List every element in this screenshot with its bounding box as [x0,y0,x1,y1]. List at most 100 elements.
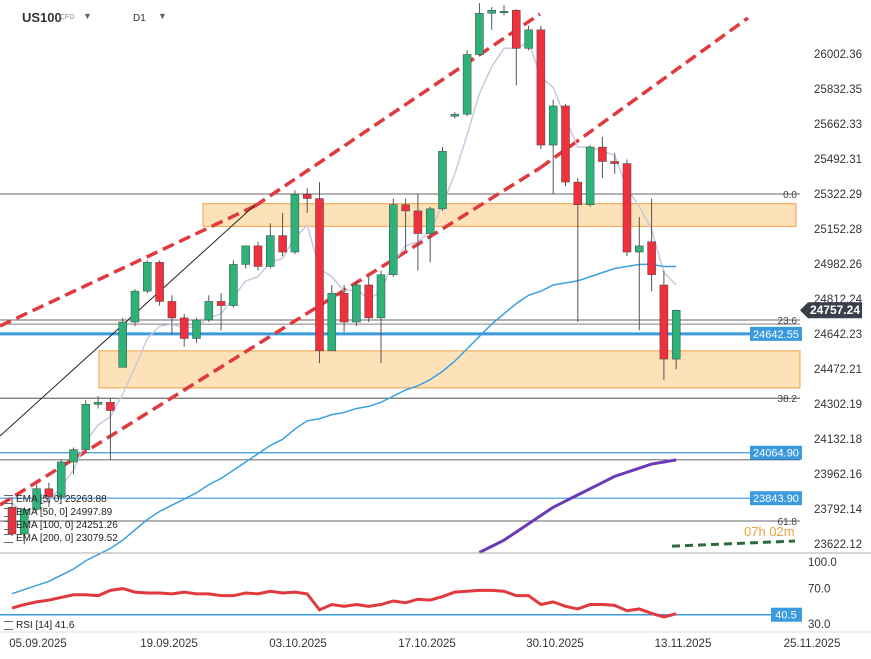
bullish-candle [130,290,140,323]
rsi-pane: 100.0 70.0 30.0 40.5 [0,552,871,631]
rsi-tick-label: 30.0 [808,619,830,631]
level-price-tag [750,326,802,341]
price-axis: 26002.36 25832.35 25662.33 25492.31 25322.29… [750,49,863,551]
y-tick-label: 25322.29 [814,189,862,201]
bullish-candle [143,262,152,292]
bullish-candle [585,146,595,205]
legend-ema100[interactable]: EMA [100, 0] 24251.26 [4,519,118,532]
rsi-tick-label: 70.0 [808,584,830,596]
indicator-settings-icon[interactable] [4,494,13,504]
supply-demand-zone [202,203,797,227]
bearish-candle [647,241,656,275]
bullish-candle [462,54,472,115]
bullish-candle [376,274,386,319]
y-tick-label: 25152.28 [814,224,862,236]
y-tick-label: 23962.16 [814,469,862,481]
x-tick-label: 19.09.2025 [140,638,198,650]
indicator-settings-icon[interactable] [4,520,13,530]
current-price-label: 24757.24 [810,303,860,317]
indicator-settings-icon[interactable] [4,620,13,630]
rsi-value-label: 40.5 [775,610,796,622]
trend-line [0,204,256,437]
bullish-candle [290,194,300,253]
y-tick-label: 26002.36 [814,49,862,61]
bullish-candle [20,509,29,535]
legend-ema200[interactable]: EMA [200, 0] 23079.52 [4,532,118,545]
plot-area: 0.0 23.6 38.2 61.8 [0,3,801,595]
indicator-settings-icon[interactable] [4,533,13,543]
indicator-settings-icon[interactable] [4,507,13,517]
legend-ema50[interactable]: EMA [50, 0] 24997.89 [4,506,118,519]
rsi-legend[interactable]: RSI [14] 41.6 [4,620,74,631]
x-tick-label: 30.10.2025 [526,638,584,650]
bullish-candle [671,309,681,360]
x-tick-label: 03.10.2025 [269,638,327,650]
channel-upper-line [254,12,541,208]
bullish-candle [548,105,558,146]
bearish-candle [253,245,263,267]
y-tick-label: 25832.35 [814,84,862,96]
level-price-label: 24642.55 [753,329,799,341]
bullish-candle [450,113,460,117]
legend-ema5[interactable]: EMA [5, 0] 25263.88 [4,493,118,506]
bullish-candle [241,245,250,265]
current-price-tag [800,302,862,319]
bullish-candle [192,319,201,339]
level-price-tag [750,491,802,506]
bearish-candle [413,210,423,234]
bearish-candle [622,163,632,253]
bearish-candle [401,204,410,212]
bullish-candle [438,150,447,210]
bullish-candle [229,264,238,306]
timeframe-dropdown-icon[interactable]: ▼ [158,11,167,21]
bearish-candle [179,317,189,339]
bullish-candle [425,208,435,234]
bearish-candle [561,105,570,183]
bearish-candle [512,9,521,49]
instrument-type-label: CFD [60,14,75,21]
bullish-candle [352,284,361,323]
channel-lower-line [0,166,541,507]
bearish-candle [536,29,546,146]
bearish-candle [106,402,115,411]
bullish-candle [56,461,66,498]
ema5-line [11,41,677,515]
bullish-candle [635,245,644,253]
symbol-selector[interactable]: US100 [22,10,62,25]
bullish-candle [81,404,91,450]
bearish-candle [278,235,287,253]
indicator-legend: EMA [5, 0] 25263.88 EMA [50, 0] 24997.89… [4,493,118,545]
bearish-candle [573,181,583,205]
bullish-candle [524,29,533,49]
bullish-candle [118,321,127,368]
bearish-candle [659,284,669,360]
y-tick-label: 23622.12 [814,539,862,551]
ema100-line [478,458,677,554]
y-tick-label: 24472.21 [814,364,862,376]
bullish-candle [69,449,78,463]
bearish-candle [216,301,226,306]
bearish-candle [302,194,312,199]
y-tick-label: 25492.31 [814,154,862,166]
y-tick-label: 24132.18 [814,434,862,446]
symbol-dropdown-icon[interactable]: ▼ [83,11,92,21]
y-tick-label: 24642.23 [814,329,862,341]
fib-label: 61.8 [778,517,798,528]
ema50-line [11,263,677,595]
bearish-candle [339,292,349,323]
x-tick-label: 05.09.2025 [9,638,67,650]
timeframe-selector[interactable]: D1 [133,13,146,24]
bullish-candle [475,13,484,55]
bullish-candle [266,235,275,267]
y-tick-label: 24982.26 [814,259,862,271]
bullish-candle [93,402,103,405]
bullish-candle [389,204,398,275]
level-price-label: 24064.90 [753,448,799,460]
timeframe-label: D1 [133,13,146,24]
symbol-label: US100 [22,10,62,25]
level-price-tag [750,445,802,460]
y-tick-label: 24302.19 [814,399,862,411]
supply-demand-zone [98,350,801,389]
x-tick-label: 13.11.2025 [655,638,712,650]
